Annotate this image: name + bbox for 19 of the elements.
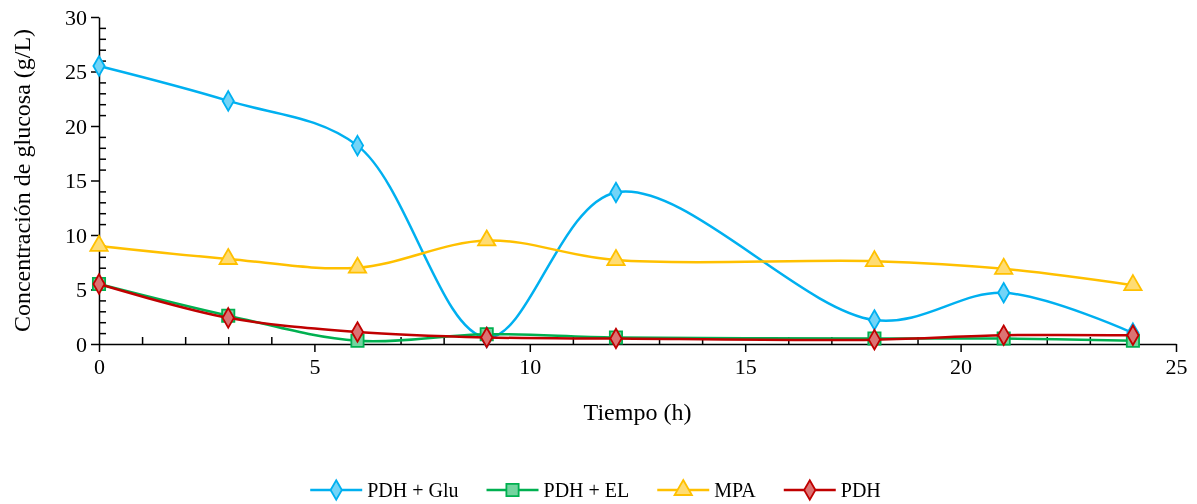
x-tick-label: 15: [734, 353, 757, 379]
x-tick-label: 20: [950, 353, 973, 379]
legend-label: PDH: [840, 479, 881, 501]
y-tick-label: 10: [65, 222, 87, 248]
y-tick-label: 25: [65, 59, 87, 85]
x-tick-label: 5: [309, 353, 321, 379]
legend-label: PDH + EL: [543, 479, 630, 501]
x-tick-label: 0: [94, 353, 105, 379]
y-tick-label: 20: [65, 113, 87, 139]
y-tick-label: 15: [65, 168, 87, 194]
y-tick-label: 5: [76, 277, 87, 303]
y-tick-label: 30: [65, 4, 87, 30]
y-tick-label: 0: [76, 331, 87, 357]
legend-label: MPA: [714, 479, 757, 501]
y-axis-title: Concentración de glucosa (g/L): [9, 28, 35, 333]
x-axis-title: Tiempo (h): [583, 399, 692, 425]
legend-label: PDH + Glu: [367, 479, 459, 501]
x-tick-label: 25: [1165, 353, 1188, 379]
x-tick-label: 10: [519, 353, 542, 379]
